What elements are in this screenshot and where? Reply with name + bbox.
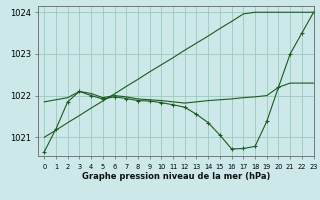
X-axis label: Graphe pression niveau de la mer (hPa): Graphe pression niveau de la mer (hPa)	[82, 172, 270, 181]
